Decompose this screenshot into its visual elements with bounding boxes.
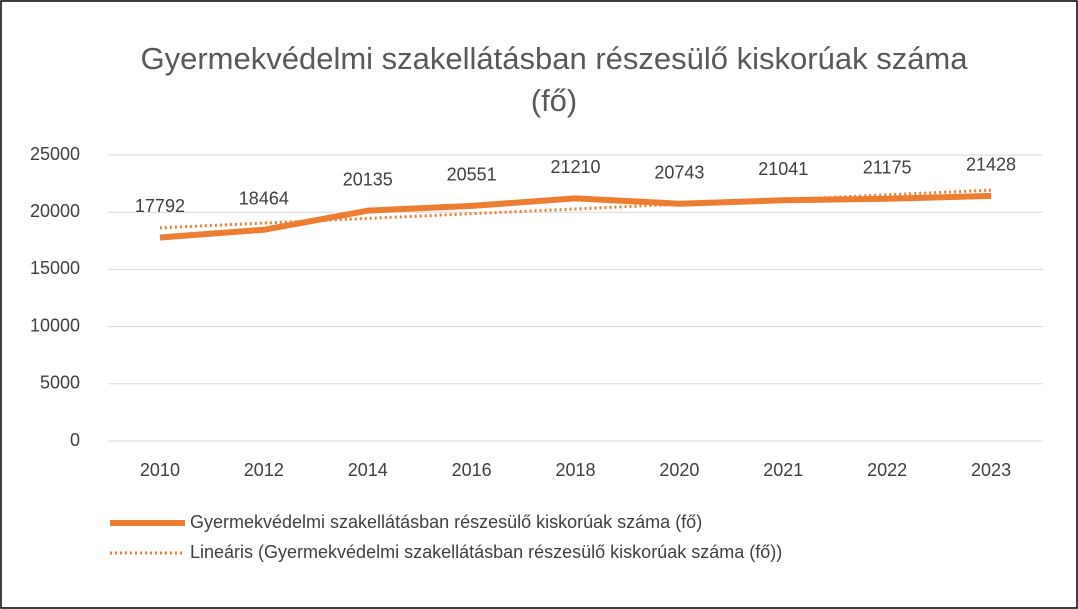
data-label: 20743 (654, 162, 704, 182)
y-tick-label: 20000 (30, 201, 80, 221)
data-label: 21041 (758, 159, 808, 179)
y-tick-label: 10000 (30, 315, 80, 335)
x-tick-label: 2012 (244, 460, 284, 480)
x-tick-label: 2016 (452, 460, 492, 480)
x-tick-label: 2010 (140, 460, 180, 480)
data-label: 20551 (447, 165, 497, 185)
legend-label: Gyermekvédelmi szakellátásban részesülő … (190, 512, 702, 532)
y-tick-label: 0 (70, 430, 80, 450)
x-tick-label: 2022 (867, 460, 907, 480)
x-tick-label: 2023 (971, 460, 1011, 480)
data-label: 21175 (863, 158, 912, 178)
data-label: 21428 (966, 155, 1016, 175)
data-label: 20135 (343, 169, 393, 189)
x-tick-label: 2021 (763, 460, 803, 480)
x-tick-label: 2020 (659, 460, 699, 480)
data-label: 17792 (135, 196, 185, 216)
chart-title: Gyermekvédelmi szakellátásban részesülő … (140, 41, 968, 118)
x-tick-label: 2014 (348, 460, 388, 480)
data-label: 18464 (239, 189, 289, 209)
legend-label: Lineáris (Gyermekvédelmi szakellátásban … (190, 542, 782, 562)
data-line (159, 192, 992, 241)
data-label: 21210 (550, 157, 600, 177)
y-tick-label: 5000 (40, 373, 80, 393)
trend-line (159, 188, 992, 230)
x-tick-label: 2018 (555, 460, 595, 480)
y-tick-label: 15000 (30, 258, 80, 278)
y-tick-label: 25000 (30, 144, 80, 164)
